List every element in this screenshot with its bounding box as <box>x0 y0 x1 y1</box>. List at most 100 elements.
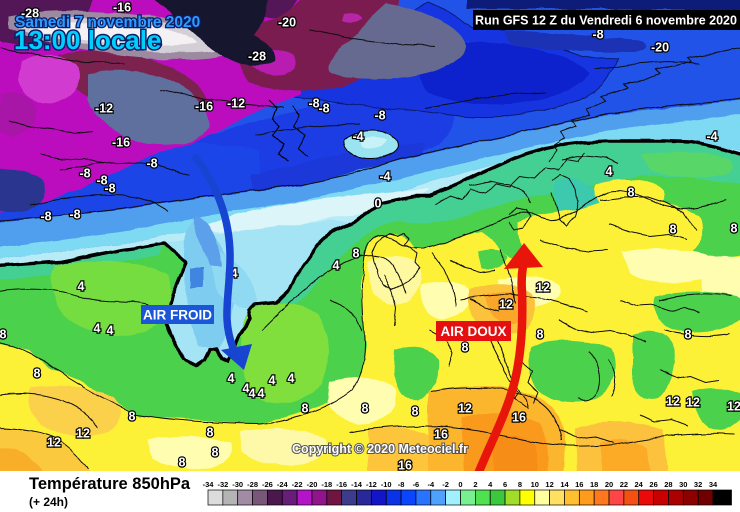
svg-text:16: 16 <box>512 411 526 425</box>
svg-text:-24: -24 <box>277 480 289 489</box>
svg-text:4: 4 <box>94 322 101 336</box>
svg-text:-6: -6 <box>413 480 420 489</box>
svg-text:-8: -8 <box>146 157 157 171</box>
svg-text:-14: -14 <box>351 480 363 489</box>
svg-text:-8: -8 <box>69 208 80 222</box>
svg-text:16: 16 <box>575 480 583 489</box>
svg-text:-18: -18 <box>321 480 332 489</box>
svg-text:28: 28 <box>664 480 672 489</box>
svg-text:8: 8 <box>462 341 469 355</box>
svg-text:-28: -28 <box>248 50 266 64</box>
svg-text:-28: -28 <box>21 7 39 21</box>
svg-text:-20: -20 <box>651 41 669 55</box>
svg-text:4: 4 <box>488 480 493 489</box>
svg-text:12: 12 <box>458 402 472 416</box>
svg-text:0: 0 <box>458 480 462 489</box>
svg-text:-8: -8 <box>398 480 405 489</box>
svg-text:12: 12 <box>686 396 700 410</box>
svg-text:8: 8 <box>212 446 219 460</box>
svg-text:12: 12 <box>76 427 90 441</box>
svg-text:20: 20 <box>605 480 613 489</box>
svg-text:16: 16 <box>398 459 412 473</box>
svg-text:8: 8 <box>670 223 677 237</box>
svg-text:16: 16 <box>434 428 448 442</box>
svg-text:AIR FROID: AIR FROID <box>143 308 212 323</box>
svg-text:12: 12 <box>727 400 740 414</box>
svg-text:4: 4 <box>333 259 340 273</box>
svg-text:8: 8 <box>537 328 544 342</box>
svg-text:-8: -8 <box>104 182 115 196</box>
svg-text:26: 26 <box>649 480 657 489</box>
svg-text:8: 8 <box>628 186 635 200</box>
svg-text:8: 8 <box>0 328 7 342</box>
svg-text:-12: -12 <box>95 102 113 116</box>
svg-text:-8: -8 <box>308 97 319 111</box>
svg-text:-16: -16 <box>113 1 131 15</box>
svg-text:-16: -16 <box>195 100 213 114</box>
svg-text:8: 8 <box>412 405 419 419</box>
svg-text:-4: -4 <box>352 130 363 144</box>
svg-text:8: 8 <box>207 426 214 440</box>
svg-text:24: 24 <box>635 480 644 489</box>
svg-text:4: 4 <box>606 165 613 179</box>
svg-text:8: 8 <box>353 247 360 261</box>
svg-text:-4: -4 <box>379 170 390 184</box>
svg-text:8: 8 <box>518 480 522 489</box>
svg-text:-8: -8 <box>96 174 107 188</box>
svg-text:0: 0 <box>375 197 382 211</box>
svg-text:(+ 24h): (+ 24h) <box>29 495 68 509</box>
svg-text:-26: -26 <box>262 480 273 489</box>
svg-text:-2: -2 <box>442 480 449 489</box>
svg-text:4: 4 <box>249 387 256 401</box>
svg-text:-28: -28 <box>247 480 258 489</box>
svg-text:12: 12 <box>499 298 513 312</box>
svg-text:10: 10 <box>531 480 539 489</box>
svg-text:34: 34 <box>709 480 718 489</box>
svg-text:6: 6 <box>503 480 507 489</box>
svg-text:12: 12 <box>47 436 61 450</box>
svg-text:4: 4 <box>258 387 265 401</box>
svg-text:-8: -8 <box>79 167 90 181</box>
svg-text:8: 8 <box>362 402 369 416</box>
svg-text:-20: -20 <box>278 16 296 30</box>
svg-text:18: 18 <box>590 480 598 489</box>
svg-text:8: 8 <box>302 402 309 416</box>
svg-text:13:00 locale: 13:00 locale <box>14 25 161 55</box>
svg-text:8: 8 <box>129 410 136 424</box>
svg-text:-8: -8 <box>374 109 385 123</box>
svg-text:8: 8 <box>731 222 738 236</box>
svg-text:8: 8 <box>179 456 186 470</box>
svg-text:12: 12 <box>536 281 550 295</box>
svg-text:-10: -10 <box>381 480 392 489</box>
svg-text:-30: -30 <box>232 480 243 489</box>
svg-text:-16: -16 <box>336 480 347 489</box>
svg-text:22: 22 <box>620 480 628 489</box>
svg-text:-16: -16 <box>112 136 130 150</box>
svg-text:-4: -4 <box>427 480 434 489</box>
svg-text:14: 14 <box>560 480 569 489</box>
svg-text:-12: -12 <box>366 480 377 489</box>
svg-text:12: 12 <box>666 395 680 409</box>
svg-text:4: 4 <box>288 372 295 386</box>
svg-text:-32: -32 <box>217 480 228 489</box>
svg-text:30: 30 <box>679 480 687 489</box>
svg-text:Samedi 7 novembre 2020: Samedi 7 novembre 2020 <box>15 14 200 31</box>
svg-text:4: 4 <box>78 280 85 294</box>
svg-text:32: 32 <box>694 480 702 489</box>
svg-text:12: 12 <box>545 480 553 489</box>
svg-text:4: 4 <box>243 382 250 396</box>
svg-text:4: 4 <box>228 372 235 386</box>
svg-text:2: 2 <box>473 480 477 489</box>
svg-text:-12: -12 <box>227 97 245 111</box>
svg-text:Copyright © 2020 Meteociel.fr: Copyright © 2020 Meteociel.fr <box>292 442 468 456</box>
svg-text:Run GFS 12 Z du Vendredi 6 nov: Run GFS 12 Z du Vendredi 6 novembre 2020 <box>475 14 737 28</box>
svg-text:4: 4 <box>269 374 276 388</box>
svg-text:-8: -8 <box>40 210 51 224</box>
svg-text:-22: -22 <box>292 480 303 489</box>
svg-text:-20: -20 <box>307 480 318 489</box>
svg-text:AIR DOUX: AIR DOUX <box>440 324 506 339</box>
svg-text:4: 4 <box>107 324 114 338</box>
svg-text:-8: -8 <box>318 102 329 116</box>
svg-text:-4: -4 <box>706 130 717 144</box>
svg-text:8: 8 <box>34 367 41 381</box>
